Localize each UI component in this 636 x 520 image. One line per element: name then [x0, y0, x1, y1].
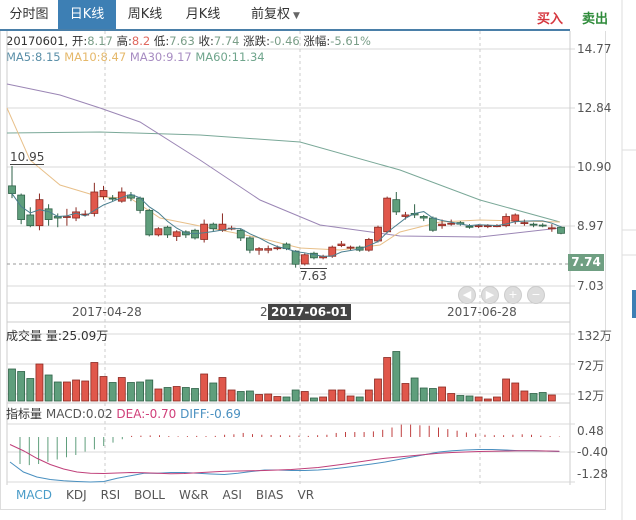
min-price-label: 7.63 — [300, 268, 327, 283]
macd-axis-label: 0.48 — [577, 424, 604, 438]
sell-button[interactable]: 卖出 — [582, 12, 609, 27]
info-date: 20170601, — [6, 34, 69, 48]
price-axis-label: 8.97 — [577, 219, 604, 233]
tab-bar: 分时图 日K线 周K线 月K线 前复权 ▼ — [0, 0, 570, 31]
tab-daily-k[interactable]: 日K线 — [58, 0, 116, 29]
close-value: 7.74 — [213, 34, 240, 48]
zoom-out-button[interactable]: − — [527, 286, 545, 304]
macd-axis-label: -1.28 — [577, 467, 609, 481]
date-tick: 2017-06-28 — [447, 305, 517, 319]
volume-axis-label: 12万 — [577, 389, 605, 403]
ma10-legend: MA10:8.47 — [64, 50, 127, 64]
last-price-badge: 7.74 — [568, 254, 604, 271]
high-value: 8.2 — [131, 34, 151, 48]
chevron-down-icon: ▼ — [293, 11, 300, 21]
price-axis-label: 10.90 — [577, 160, 612, 174]
adjust-dropdown[interactable]: 前复权 ▼ — [238, 0, 313, 29]
indicator-tab-wr[interactable]: W&R — [178, 488, 209, 502]
volume-title: 成交量 量:25.09万 — [6, 329, 109, 343]
tab-intraday[interactable]: 分时图 — [9, 7, 49, 22]
price-axis-label: 14.77 — [577, 42, 612, 56]
change-value: -0.46 — [269, 34, 300, 48]
cursor-date: 2017-06-01 — [268, 304, 351, 320]
chart-frame — [0, 31, 606, 510]
buy-button[interactable]: 买入 — [537, 12, 564, 27]
tab-monthly-k[interactable]: 月K线 — [185, 7, 221, 22]
change-label: 涨跌: — [243, 34, 270, 48]
indicator-tabs: MACD KDJ RSI BOLL W&R ASI BIAS VR — [16, 488, 314, 502]
macd-title: 指标量 MACD:0.02 DEA:-0.70 DIFF:-0.69 — [6, 405, 241, 422]
side-panel-edge — [621, 0, 636, 520]
max-price-label: 10.95 — [10, 150, 45, 165]
diff-value: DIFF:-0.69 — [180, 407, 241, 421]
pct-value: -5.61% — [330, 34, 371, 48]
macd-pane-label: 指标量 — [6, 407, 43, 421]
price-axis-label: 12.84 — [577, 101, 612, 115]
indicator-tab-kdj[interactable]: KDJ — [65, 488, 87, 502]
indicator-tab-vr[interactable]: VR — [297, 488, 315, 502]
indicator-tab-asi[interactable]: ASI — [222, 488, 242, 502]
volume-axis-label: 72万 — [577, 359, 605, 373]
dea-value: DEA:-0.70 — [116, 407, 177, 421]
low-label: 低: — [153, 34, 170, 48]
indicator-tab-bias[interactable]: BIAS — [255, 488, 284, 502]
close-label: 收: — [198, 34, 214, 48]
zoom-in-button[interactable]: + — [504, 286, 522, 304]
macd-axis-label: -0.40 — [577, 445, 609, 459]
date-tick: 2017-04-28 — [72, 305, 142, 319]
date-tick-partial: 2 — [260, 305, 268, 319]
scroll-right-button[interactable]: ▶ — [481, 286, 499, 304]
ohlc-info: 20170601, 开:8.17 高:8.2 低:7.63 收:7.74 涨跌:… — [6, 33, 371, 49]
open-value: 8.17 — [87, 34, 113, 48]
open-label: 开: — [71, 34, 88, 48]
pct-label: 涨幅: — [303, 34, 331, 48]
volume-axis-label: 132万 — [577, 329, 612, 343]
scroll-left-button[interactable]: ◀ — [458, 286, 476, 304]
ma5-legend: MA5:8.15 — [6, 50, 61, 64]
adjust-label: 前复权 — [251, 7, 291, 22]
ma-legend: MA5:8.15 MA10:8.47 MA30:9.17 MA60:11.34 — [6, 50, 265, 64]
low-value: 7.63 — [169, 34, 195, 48]
macd-value: MACD:0.02 — [45, 407, 113, 421]
ma30-legend: MA30:9.17 — [129, 50, 192, 64]
indicator-tab-boll[interactable]: BOLL — [134, 488, 165, 502]
indicator-tab-macd[interactable]: MACD — [16, 488, 52, 502]
high-label: 高: — [116, 34, 132, 48]
ma60-legend: MA60:11.34 — [195, 50, 265, 64]
price-axis-label: 7.03 — [577, 279, 604, 293]
tab-weekly-k[interactable]: 周K线 — [127, 7, 163, 22]
indicator-tab-rsi[interactable]: RSI — [100, 488, 121, 502]
